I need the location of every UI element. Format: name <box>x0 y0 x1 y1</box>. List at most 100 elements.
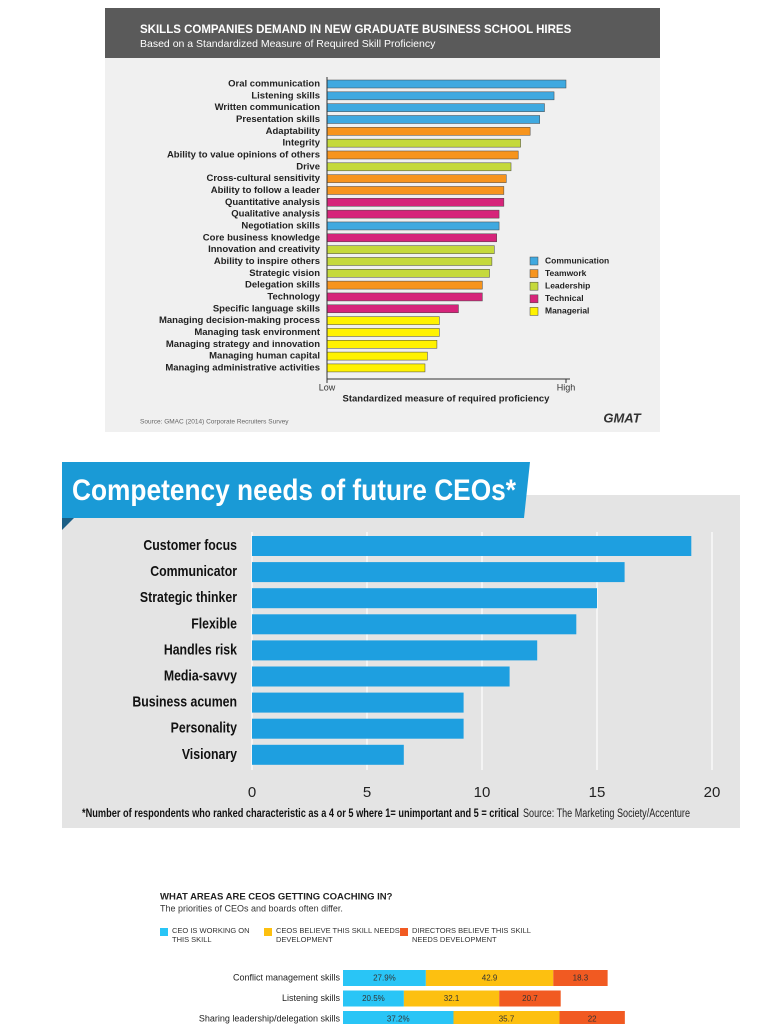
footnote: *Number of respondents who ranked charac… <box>82 808 519 820</box>
bar <box>252 536 692 556</box>
bar <box>252 640 538 661</box>
y-tick-label: Presentation skills <box>236 114 320 125</box>
bar-segment <box>425 970 554 986</box>
bar <box>326 245 495 254</box>
bar-segment <box>499 990 561 1007</box>
bar <box>326 198 505 207</box>
chart-title: SKILLS COMPANIES DEMAND IN NEW GRADUATE … <box>140 24 572 36</box>
value-label: 37.2% <box>387 1015 410 1024</box>
legend-text: CEO IS WORKING ON THIS SKILL <box>172 926 250 944</box>
bar-segment <box>343 970 426 986</box>
bar <box>326 292 483 302</box>
value-label: 42.9 <box>482 974 498 983</box>
y-tick-label: Strategic thinker <box>140 589 237 606</box>
y-tick-label: Drive <box>296 161 320 172</box>
value-label: 27.9% <box>373 974 396 983</box>
y-tick-label: Managing task environment <box>194 327 320 338</box>
bar <box>326 174 507 183</box>
y-tick-label: Specific language skills <box>213 303 320 314</box>
chart-subtitle: Based on a Standardized Measure of Requi… <box>140 38 436 50</box>
bar <box>252 614 577 635</box>
bar-segment <box>343 990 404 1007</box>
x-tick-label: 0 <box>248 784 256 801</box>
legend-label: Managerial <box>545 306 589 316</box>
x-tick-label: Low <box>319 382 336 392</box>
bar-segment <box>559 1011 625 1024</box>
chart-subtitle: The priorities of CEOs and boards often … <box>160 903 343 913</box>
x-tick-label: 15 <box>589 784 606 801</box>
x-axis-label: Standardized measure of required profici… <box>343 394 551 405</box>
legend-text: CEOS BELIEVE THIS SKILL NEEDS DEVELOPMEN… <box>276 926 400 944</box>
y-tick-label: Qualitative analysis <box>231 209 320 220</box>
logo: GMAT <box>603 410 641 425</box>
legend-swatch <box>400 928 408 936</box>
bar <box>326 269 490 278</box>
bar <box>252 588 597 609</box>
legend-label: CEO IS WORKING ON THIS SKILL <box>172 926 250 944</box>
y-tick-label: Negotiation skills <box>241 220 320 231</box>
y-tick-label: Ability to inspire others <box>214 256 320 267</box>
legend-label: Communication <box>545 255 609 265</box>
bar <box>326 79 567 89</box>
bar <box>252 692 464 713</box>
legend-swatch <box>529 281 539 291</box>
y-tick-label: Adaptability <box>266 126 321 137</box>
legend-label: DIRECTORS BELIEVE THIS SKILL NEEDS DEVEL… <box>412 926 531 944</box>
legend-swatch <box>529 269 539 278</box>
bar <box>326 363 426 373</box>
y-tick-label: Oral communication <box>228 79 320 90</box>
bar <box>326 328 440 337</box>
source: Source: The Marketing Society/Accenture <box>523 808 690 820</box>
bar <box>252 744 404 765</box>
y-tick-label: Managing decision-making process <box>159 315 320 326</box>
y-tick-label: Core business knowledge <box>203 232 320 243</box>
x-tick-label: High <box>557 382 576 392</box>
x-tick-label: 20 <box>704 784 721 801</box>
legend-label: Teamwork <box>545 268 587 278</box>
x-tick-label: 5 <box>363 784 371 801</box>
y-tick-label: Listening skills <box>282 993 341 1003</box>
y-tick-label: Cross-cultural sensitivity <box>206 173 320 184</box>
panel <box>105 8 660 432</box>
y-tick-label: Quantitative analysis <box>225 197 320 208</box>
bar-segment <box>403 990 500 1007</box>
chart-title: WHAT AREAS ARE CEOS GETTING COACHING IN? <box>160 892 393 903</box>
y-tick-label: Technology <box>267 291 320 302</box>
bar <box>326 221 500 231</box>
legend-swatch <box>529 307 539 316</box>
bar <box>252 718 464 739</box>
bar <box>326 351 428 361</box>
value-label: 22 <box>588 1015 597 1024</box>
y-tick-label: Communicator <box>150 563 237 580</box>
value-label: 18.3 <box>573 974 589 983</box>
value-label: 20.7 <box>522 994 538 1003</box>
bar <box>326 257 493 266</box>
header <box>105 8 660 58</box>
legend-text: DIRECTORS BELIEVE THIS SKILL NEEDS DEVEL… <box>412 926 531 944</box>
y-tick-label: Ability to follow a leader <box>211 185 321 196</box>
y-tick-label: Written communication <box>215 102 321 113</box>
bar-segment <box>453 1011 560 1024</box>
y-tick-label: Managing administrative activities <box>165 362 320 373</box>
y-tick-label: Customer focus <box>143 537 237 554</box>
y-tick-label: Handles risk <box>164 641 238 658</box>
y-tick-label: Ability to value opinions of others <box>167 149 320 160</box>
bar <box>252 562 625 583</box>
y-tick-label: Visionary <box>182 746 238 763</box>
y-tick-label: Listening skills <box>251 90 320 101</box>
bar-segment <box>553 970 608 986</box>
bar <box>326 304 459 314</box>
y-tick-label: Flexible <box>191 615 237 632</box>
bar <box>326 150 519 160</box>
x-tick-label: 10 <box>474 784 491 801</box>
legend-swatch <box>160 928 168 936</box>
bar-segment <box>343 1011 454 1024</box>
legend-swatch <box>529 294 539 304</box>
bar <box>326 115 540 124</box>
y-tick-label: Media-savvy <box>164 667 238 684</box>
legend-swatch <box>264 928 272 936</box>
y-tick-label: Managing human capital <box>209 351 320 362</box>
y-tick-label: Business acumen <box>132 694 237 711</box>
y-tick-label: Managing strategy and innovation <box>166 339 320 350</box>
